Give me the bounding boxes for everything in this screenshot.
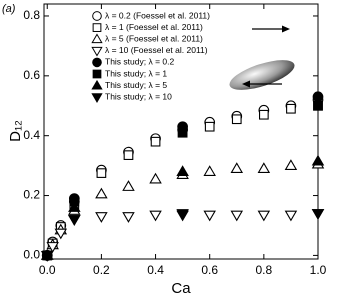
marker	[257, 162, 271, 173]
legend-label: This study; λ = 5	[105, 80, 167, 90]
marker	[286, 103, 296, 114]
plot-frame	[43, 3, 319, 260]
y-axis-label: D₁₂	[7, 120, 24, 142]
legend-label: This study; λ = 10	[105, 91, 172, 101]
legend-label: λ = 0.2 (Foessel et al. 2011)	[105, 10, 210, 20]
marker	[231, 114, 242, 125]
legend-label: This study; λ = 1	[105, 68, 167, 78]
panel-label: (a)	[2, 3, 16, 15]
marker	[204, 121, 215, 132]
marker	[68, 201, 81, 212]
marker	[284, 159, 298, 170]
legend: λ = 0.2 (Foessel et al. 2011) λ = 1 (Foes…	[91, 10, 210, 103]
marker	[122, 180, 135, 191]
marker	[203, 165, 216, 176]
legend-marker	[91, 46, 103, 57]
marker	[150, 136, 161, 147]
marker	[95, 187, 108, 199]
arrow-head	[242, 80, 250, 88]
marker	[176, 165, 189, 176]
marker	[203, 210, 216, 222]
x-tick-label: 0.2	[93, 263, 110, 277]
marker	[230, 210, 244, 222]
marker	[149, 210, 162, 222]
marker	[95, 212, 108, 223]
marker	[257, 210, 271, 222]
marker	[46, 242, 59, 253]
marker	[68, 215, 81, 226]
legend-marker	[91, 79, 103, 90]
y-tick-label: 0.8	[23, 8, 40, 22]
legend-marker	[91, 93, 103, 103]
marker	[230, 162, 244, 173]
legend-marker	[92, 11, 102, 21]
legend-marker	[92, 57, 102, 68]
marker	[177, 127, 188, 138]
x-tick-label: 0.6	[201, 263, 218, 277]
x-tick-label: 0.0	[39, 263, 56, 277]
legend-label: λ = 5 (Foessel et al. 2011)	[105, 33, 203, 43]
y-tick-label: 0.0	[23, 248, 40, 262]
marker	[311, 209, 325, 220]
y-tick-label: 0.4	[23, 128, 40, 142]
legend-marker	[92, 23, 102, 32]
legend-marker	[92, 69, 102, 79]
marker	[312, 91, 324, 103]
marker	[311, 154, 325, 166]
marker	[258, 109, 269, 120]
legend-label: λ = 10 (Foessel et al. 2011)	[105, 45, 208, 55]
drop-shape	[229, 60, 295, 90]
x-tick-label: 0.4	[147, 263, 164, 277]
marker	[40, 251, 54, 262]
inset-drop	[229, 25, 295, 90]
y-tick-label: 0.6	[23, 68, 40, 82]
legend-label: This study; λ = 0.2	[105, 57, 174, 67]
x-tick-label: 0.8	[256, 263, 273, 277]
marker	[123, 150, 134, 160]
legend-marker	[91, 33, 103, 44]
x-axis-label: Ca	[171, 280, 191, 297]
series	[40, 154, 325, 260]
legend-label: λ = 1 (Foessel et al. 2011)	[105, 22, 203, 32]
marker	[54, 228, 68, 240]
marker	[96, 168, 107, 178]
marker	[176, 209, 189, 220]
series	[40, 209, 325, 262]
arrow-head	[282, 25, 290, 33]
marker	[149, 172, 162, 184]
y-tick-label: 0.2	[23, 188, 40, 202]
x-tick-label: 1.0	[310, 263, 327, 277]
marker	[122, 212, 135, 223]
marker	[284, 210, 298, 222]
marker	[313, 100, 323, 111]
